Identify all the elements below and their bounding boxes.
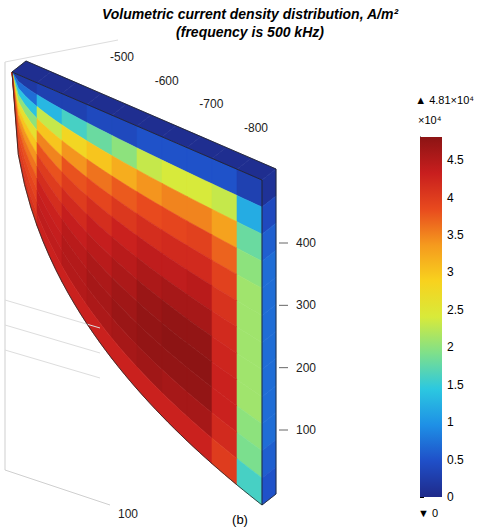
svg-text:400: 400 bbox=[296, 236, 316, 250]
svg-text:100: 100 bbox=[118, 507, 138, 521]
svg-text:0.5: 0.5 bbox=[447, 453, 464, 467]
svg-text:2.5: 2.5 bbox=[447, 303, 464, 317]
svg-text:3.5: 3.5 bbox=[447, 228, 464, 242]
svg-text:(frequency is 500 kHz): (frequency is 500 kHz) bbox=[176, 24, 324, 40]
svg-text:3: 3 bbox=[447, 265, 454, 279]
svg-text:0: 0 bbox=[447, 490, 454, 504]
svg-text:300: 300 bbox=[296, 298, 316, 312]
svg-text:×10⁴: ×10⁴ bbox=[418, 114, 442, 126]
svg-text:-800: -800 bbox=[244, 121, 268, 135]
svg-text:100: 100 bbox=[296, 423, 316, 437]
svg-text:Volumetric current density dis: Volumetric current density distribution,… bbox=[102, 6, 398, 22]
svg-text:4: 4 bbox=[447, 191, 454, 205]
svg-text:(b): (b) bbox=[232, 512, 248, 527]
svg-text:200: 200 bbox=[296, 361, 316, 375]
svg-text:-600: -600 bbox=[155, 74, 179, 88]
svg-text:▼ 0: ▼ 0 bbox=[418, 507, 438, 519]
svg-text:1: 1 bbox=[447, 415, 454, 429]
svg-text:▲ 4.81×10⁴: ▲ 4.81×10⁴ bbox=[415, 94, 474, 106]
svg-text:2: 2 bbox=[447, 340, 454, 354]
svg-text:-700: -700 bbox=[199, 97, 223, 111]
svg-text:4.5: 4.5 bbox=[447, 153, 464, 167]
svg-text:-500: -500 bbox=[110, 50, 134, 64]
svg-text:1.5: 1.5 bbox=[447, 378, 464, 392]
